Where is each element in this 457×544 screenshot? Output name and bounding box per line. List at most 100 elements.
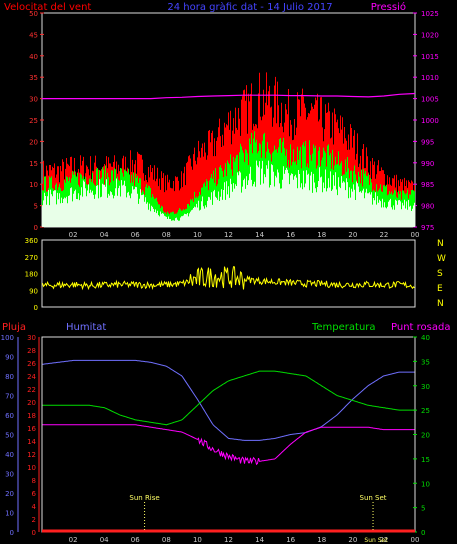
temperature-y-tick-label: 30: [421, 383, 430, 391]
wind-x-tick-label: 20: [348, 231, 357, 239]
rain-y-tick-label: 16: [27, 425, 36, 433]
humidity-y-tick-label: 0: [10, 529, 14, 537]
wind-x-tick-label: 00: [411, 231, 420, 239]
pressure-y-tick-label: 1020: [421, 31, 439, 39]
rain-y-tick-label: 28: [27, 347, 36, 355]
humidity-y-tick-label: 90: [5, 354, 14, 362]
rain-label: Pluja: [2, 322, 26, 333]
pressure-y-tick-label: 980: [421, 203, 434, 211]
climate-plot-layer: 0102030405060708090100024681012141618202…: [1, 334, 430, 544]
temperature-y-tick-label: 40: [421, 334, 430, 342]
wind-y-tick-label: 35: [29, 74, 38, 82]
wind-x-tick-label: 06: [131, 231, 140, 239]
dewpoint-label: Punt rosada: [391, 322, 450, 333]
wind-y-tick-label: 45: [29, 31, 38, 39]
rain-y-tick-label: 4: [32, 503, 37, 511]
pressure-label: Pressió: [371, 1, 406, 13]
rain-y-tick-label: 18: [27, 412, 36, 420]
climate-x-tick-label: 00: [411, 536, 420, 544]
pressure-y-tick-label: 1010: [421, 74, 439, 82]
wind-plot-layer: 0510152025303540455097598098599099510001…: [29, 10, 439, 239]
climate-x-tick-label: 06: [131, 536, 140, 544]
pressure-y-tick-label: 990: [421, 160, 434, 168]
wind-y-tick-label: 15: [29, 160, 38, 168]
dewpoint-line: [42, 424, 415, 466]
rain-y-tick-label: 24: [27, 373, 36, 381]
humidity-y-tick-label: 60: [5, 412, 14, 420]
wind-y-tick-label: 0: [34, 224, 38, 232]
wind-y-tick-label: 40: [29, 53, 38, 61]
sun-marker-label: Sun Set: [360, 494, 387, 502]
temperature-label: Temperatura: [311, 322, 376, 333]
wind-y-tick-label: 20: [29, 138, 38, 146]
wind-speed-label: Velocitat del vent: [4, 2, 91, 13]
climate-x-tick-label: 16: [286, 536, 295, 544]
humidity-y-tick-label: 20: [5, 490, 14, 498]
rain-y-tick-label: 22: [27, 386, 36, 394]
pressure-y-tick-label: 1025: [421, 10, 439, 18]
wind-direction-line: [42, 266, 415, 291]
wind-x-tick-label: 12: [224, 231, 233, 239]
rain-y-tick-label: 20: [27, 399, 36, 407]
pressure-y-tick-label: 995: [421, 138, 434, 146]
pressure-y-tick-label: 1005: [421, 96, 439, 104]
wind-x-tick-label: 14: [255, 231, 264, 239]
sun-marker-label: Sun Rise: [129, 494, 159, 502]
temperature-y-tick-label: 0: [421, 529, 425, 537]
humidity-label: Humitat: [66, 322, 106, 333]
rain-y-tick-label: 0: [32, 529, 36, 537]
humidity-y-tick-label: 40: [5, 451, 14, 459]
wind-x-tick-label: 22: [379, 231, 388, 239]
pressure-line: [42, 92, 416, 100]
compass-label: N: [437, 299, 444, 309]
humidity-line: [42, 359, 415, 441]
wind-y-tick-label: 10: [29, 181, 38, 189]
climate-panel-frame: [41, 336, 416, 533]
wind-y-tick-label: 30: [29, 96, 38, 104]
climate-x-tick-label: 22: [379, 536, 388, 544]
climate-x-tick-label: 18: [317, 536, 326, 544]
rain-y-tick-label: 6: [32, 490, 37, 498]
wind-y-tick-label: 25: [29, 117, 38, 125]
humidity-y-tick-label: 30: [5, 471, 14, 479]
humidity-y-tick-label: 100: [1, 334, 14, 342]
rain-y-tick-label: 26: [27, 360, 36, 368]
temperature-line: [42, 370, 415, 426]
temperature-y-tick-label: 10: [421, 480, 430, 488]
direction-panel-frame: [41, 239, 416, 308]
pressure-y-tick-label: 975: [421, 224, 434, 232]
climate-x-tick-label: 10: [193, 536, 202, 544]
wind-minimum-area: [42, 160, 415, 227]
wind-x-tick-label: 08: [162, 231, 171, 239]
climate-x-tick-label: 20: [348, 536, 357, 544]
humidity-y-tick-label: 70: [5, 393, 14, 401]
humidity-y-tick-label: 10: [5, 510, 14, 518]
humidity-y-tick-label: 80: [5, 373, 14, 381]
temperature-y-tick-label: 15: [421, 456, 430, 464]
direction-y-tick-label: 270: [25, 254, 38, 262]
climate-x-tick-label: 12: [224, 536, 233, 544]
wind-x-tick-label: 10: [193, 231, 202, 239]
direction-y-tick-label: 360: [25, 237, 38, 245]
temperature-y-tick-label: 5: [421, 505, 425, 513]
compass-label: W: [437, 254, 446, 264]
temperature-y-tick-label: 25: [421, 407, 430, 415]
temperature-y-tick-label: 20: [421, 432, 430, 440]
wind-y-tick-label: 50: [29, 10, 38, 18]
rain-y-tick-label: 10: [27, 464, 36, 472]
chart-title: 24 hora gràfic dat - 14 Julio 2017: [167, 1, 332, 13]
wind-x-tick-label: 18: [317, 231, 326, 239]
pressure-y-tick-label: 985: [421, 181, 434, 189]
compass-label: N: [437, 239, 444, 249]
wind-x-tick-label: 04: [100, 231, 109, 239]
pressure-y-tick-label: 1000: [421, 117, 439, 125]
rain-y-tick-label: 30: [27, 334, 36, 342]
compass-label: S: [437, 269, 443, 279]
compass-label: E: [437, 284, 443, 294]
direction-y-tick-label: 0: [34, 304, 38, 312]
wind-x-tick-label: 02: [69, 231, 78, 239]
pressure-y-tick-label: 1015: [421, 53, 439, 61]
rain-y-tick-label: 8: [32, 477, 36, 485]
